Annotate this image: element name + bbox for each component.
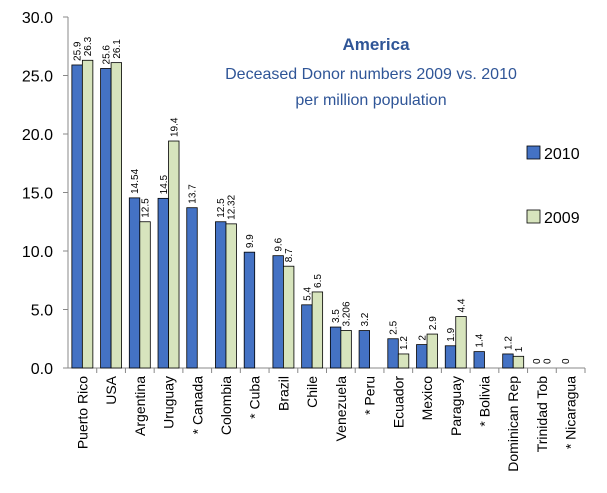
category-label: Ecuador	[390, 376, 406, 428]
bar-2009	[283, 265, 295, 369]
data-label-2009: 0	[543, 358, 554, 364]
y-tick-label: 20.0	[22, 127, 53, 144]
bar-2010	[272, 255, 284, 369]
axes: 0.0 5.0 10.0 15.0 20.0 25.0 30.0	[22, 10, 586, 378]
category-label: * Peru	[362, 376, 378, 415]
data-label-2010: 14.54	[130, 168, 141, 193]
data-label-2009: 4.4	[457, 298, 468, 312]
data-label-2009: 26.3	[83, 36, 94, 56]
y-tick-label: 30.0	[22, 10, 53, 27]
bar-2009	[139, 221, 151, 369]
bar-2010	[387, 338, 399, 369]
bar-2009	[110, 62, 122, 369]
data-label-2010: 5.4	[302, 286, 313, 300]
data-label-2010: 3.5	[331, 309, 342, 323]
data-label-2010: 9.6	[274, 237, 285, 251]
data-label-2009: 26.1	[112, 39, 123, 59]
data-label-2009: 12.5	[141, 198, 152, 218]
data-label-2009: 3.206	[342, 301, 353, 326]
data-labels: 25.9 26.3 25.6 26.114.5412.514.519.413.712.…	[73, 36, 572, 364]
bar-2010	[329, 326, 342, 369]
chart-subtitle-line-1: Deceased Donor numbers 2009 vs. 2010	[225, 66, 517, 83]
data-label-2009: 1	[514, 346, 525, 352]
category-labels: Puerto Rico USA Argentina Uruguay * Canada Co…	[74, 375, 578, 471]
category-label: * Canada	[189, 376, 205, 435]
bars	[71, 59, 525, 369]
category-label: Mexico	[419, 376, 435, 421]
data-label-2010: 12.5	[216, 198, 227, 218]
legend-swatch-2010	[526, 145, 541, 160]
bar-2010	[502, 353, 514, 369]
data-label-2010: 14.5	[159, 174, 170, 194]
bar-2009	[426, 333, 438, 369]
data-label-2010: 1.2	[503, 336, 514, 350]
category-label: * Cuba	[247, 376, 263, 419]
bar-2009	[397, 353, 410, 369]
category-label: Brazil	[275, 376, 291, 411]
bar-2010	[416, 344, 428, 369]
bar-2009	[340, 330, 352, 369]
legend-label-2010: 2010	[544, 146, 580, 163]
data-label-2010: 0	[532, 358, 543, 364]
bar-2010	[128, 197, 141, 369]
data-label-2010: 1.9	[446, 327, 457, 341]
category-label: Trinidad Tob	[534, 376, 550, 452]
legend: 2010 2009	[526, 145, 580, 227]
bar-2010	[444, 345, 457, 369]
bar-2009	[225, 223, 237, 369]
bar-2010	[157, 197, 169, 369]
bar-2010	[71, 64, 83, 369]
data-label-2009: 2.9	[428, 316, 439, 330]
category-label: Paraguay	[448, 376, 464, 436]
data-label-2009: 12.32	[227, 194, 238, 219]
data-label-2010: 0	[561, 358, 572, 364]
data-label-2009: 19.4	[169, 117, 180, 137]
y-tick-label: 25.0	[22, 69, 53, 86]
y-tick-label: 15.0	[22, 186, 53, 203]
chart-title: America	[342, 35, 410, 54]
bar-2010	[473, 351, 485, 369]
legend-label-2009: 2009	[544, 210, 580, 227]
data-label-2010: 9.9	[245, 234, 256, 248]
category-label: Colombia	[218, 376, 234, 435]
category-label: Puerto Rico	[74, 376, 90, 449]
bar-2010	[186, 207, 198, 369]
data-label-2010: 3.2	[360, 312, 371, 326]
data-label-2010: 2	[417, 335, 428, 341]
data-label-2009: 8.7	[284, 248, 295, 262]
bar-2010	[243, 251, 256, 369]
y-tick-label: 10.0	[22, 244, 53, 261]
bar-2009	[512, 355, 525, 369]
data-label-2009: 1.2	[399, 336, 410, 350]
legend-swatch-2009	[526, 209, 541, 224]
bar-2010	[100, 68, 112, 369]
category-label: Argentina	[132, 376, 148, 436]
bar-2009	[311, 291, 324, 369]
data-label-2010: 13.7	[188, 184, 199, 204]
chart-subtitle-line-2: per million population	[295, 92, 446, 109]
category-label: USA	[103, 375, 119, 404]
data-label-2009: 6.5	[313, 274, 324, 288]
category-label: * Bolivia	[476, 376, 492, 427]
bar-2009	[455, 316, 467, 369]
bar-2009	[81, 59, 94, 369]
data-label-2010: 1.4	[475, 333, 486, 347]
category-label: * Nicaragua	[563, 376, 579, 449]
data-label-2010: 2.5	[389, 320, 400, 334]
y-tick-label: 0.0	[31, 361, 53, 378]
y-tick-label: 5.0	[31, 303, 53, 320]
bar-2010	[301, 304, 313, 369]
bar-2010	[215, 221, 227, 369]
category-label: Venezuela	[333, 376, 349, 442]
bar-2009	[168, 140, 180, 369]
data-label-2010: 25.9	[73, 41, 84, 61]
data-label-2010: 25.6	[101, 45, 112, 65]
bar-2010	[358, 330, 370, 369]
category-label: Chile	[304, 376, 320, 408]
category-label: Uruguay	[161, 376, 177, 429]
category-label: Dominican Rep	[505, 376, 521, 472]
